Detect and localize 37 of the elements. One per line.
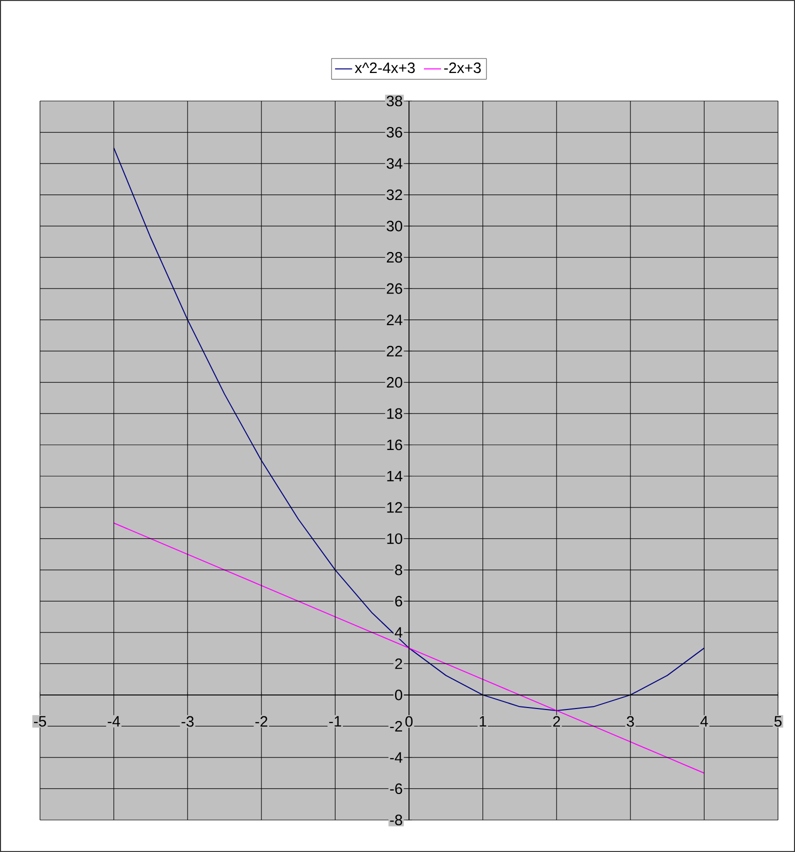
y-tick-label: 18 [387,408,402,419]
legend-label: -2x+3 [444,62,481,74]
x-tick-label: -2 [255,716,268,727]
y-tick-label: 10 [387,533,402,544]
y-tick-label: 8 [395,564,402,576]
y-tick-label: 14 [387,470,402,482]
x-tick-label: -3 [182,716,194,727]
y-tick-label: -4 [390,752,402,763]
y-tick-label: 0 [395,690,402,700]
legend-label: x^2-4x+3 [354,62,415,74]
x-tick-label: -5 [34,716,46,727]
x-tick-label: 2 [553,716,560,727]
y-tick-label: 6 [395,596,402,606]
x-tick-label: 3 [626,716,634,727]
y-tick-label: 24 [386,314,402,326]
y-tick-label: 26 [386,283,402,294]
x-tick-label: 4 [700,716,708,726]
y-tick-label: 22 [386,346,402,356]
y-tick-label: 34 [386,158,402,169]
y-tick-label: 38 [386,96,402,106]
y-tick-label: 28 [386,252,402,263]
x-tick-label: -4 [108,716,120,726]
y-tick-label: 36 [386,126,402,138]
y-tick-label: 20 [386,377,402,388]
y-tick-label: 16 [387,440,402,450]
x-tick-label: 5 [774,716,782,727]
line-series [113,147,705,712]
y-tick-label: -6 [390,783,402,794]
x-tick-label: 0 [405,716,413,727]
x-tick-label: 1 [480,716,486,726]
y-tick-label: 2 [395,658,402,669]
y-tick-label: 12 [387,502,402,513]
y-tick-label: 30 [386,220,402,232]
y-tick-label: -8 [390,814,402,826]
y-tick-label: 32 [386,189,402,200]
x-tick-label: -1 [329,716,342,726]
y-tick-label: 4 [394,627,402,638]
